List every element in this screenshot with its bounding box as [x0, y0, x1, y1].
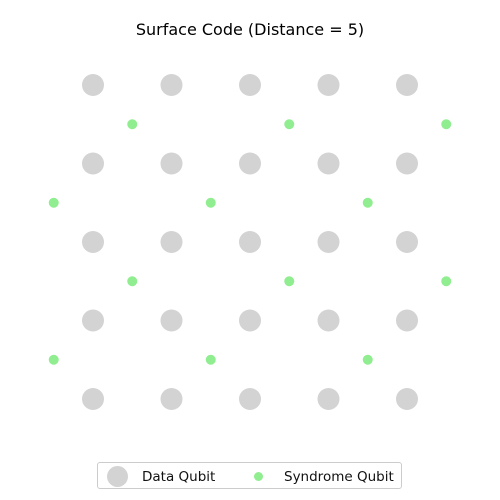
syndrome-qubit	[441, 276, 452, 287]
data-qubit	[82, 152, 104, 175]
syndrome-qubit	[48, 354, 59, 365]
syndrome-qubit	[48, 197, 59, 208]
data-qubit	[239, 231, 261, 253]
syndrome-qubit	[284, 276, 295, 287]
syndrome-qubit	[441, 119, 452, 130]
syndrome-qubit	[205, 354, 216, 365]
data-qubit	[239, 309, 261, 332]
data-qubit	[396, 309, 418, 332]
syndrome-qubit	[205, 197, 216, 208]
syndrome-qubit-marker-icon	[254, 472, 263, 481]
data-qubit	[160, 74, 183, 96]
diagram-title: Surface Code (Distance = 5)	[135, 20, 365, 39]
data-qubit	[82, 388, 104, 410]
legend-item-syndrome-qubit: Syndrome Qubit	[254, 463, 394, 490]
data-qubit	[317, 388, 340, 410]
data-qubit	[82, 309, 104, 332]
syndrome-qubit	[127, 276, 138, 287]
syndrome-qubit	[362, 197, 373, 208]
legend-label-syndrome-qubit: Syndrome Qubit	[284, 468, 394, 485]
data-qubit	[396, 388, 418, 410]
legend: Data Qubit Syndrome Qubit	[97, 462, 402, 489]
data-qubit	[160, 309, 183, 332]
syndrome-qubit	[362, 354, 373, 365]
syndrome-qubit	[284, 119, 295, 130]
data-qubit	[160, 388, 183, 410]
data-qubit	[317, 309, 340, 332]
data-qubit	[317, 74, 340, 96]
data-qubit-marker-icon	[107, 466, 128, 487]
data-qubit	[239, 152, 261, 175]
data-qubit	[160, 152, 183, 175]
data-qubit	[82, 74, 104, 96]
data-qubit	[396, 74, 418, 96]
data-qubit	[396, 152, 418, 175]
data-qubit	[317, 152, 340, 175]
data-qubit	[239, 388, 261, 410]
data-qubit	[160, 231, 183, 253]
legend-label-data-qubit: Data Qubit	[142, 468, 216, 485]
data-qubit	[317, 231, 340, 253]
legend-item-data-qubit: Data Qubit	[107, 463, 215, 490]
data-qubit	[239, 74, 261, 96]
data-qubit	[396, 231, 418, 253]
data-qubit	[82, 231, 104, 253]
syndrome-qubit	[127, 119, 138, 130]
